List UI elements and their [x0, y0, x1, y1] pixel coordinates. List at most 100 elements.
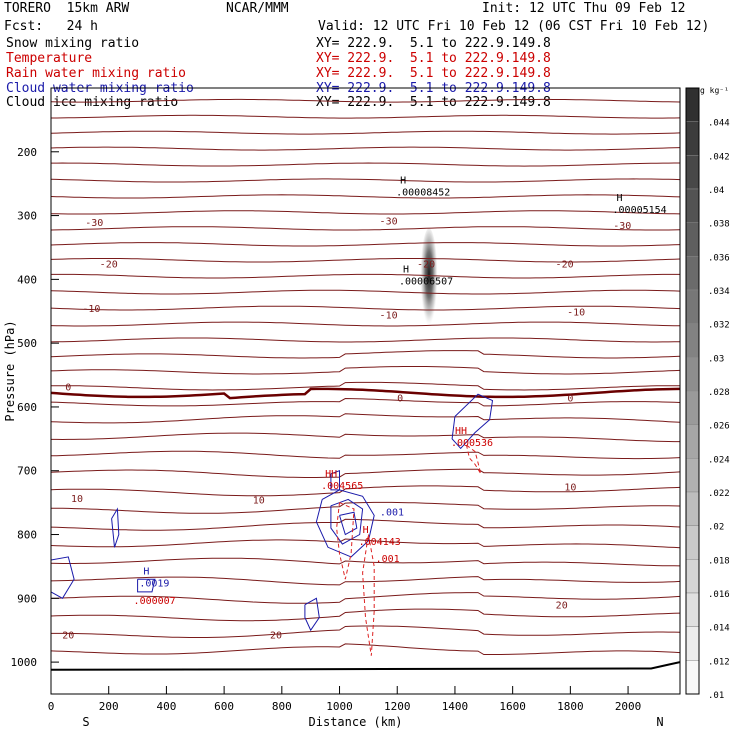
isotherm-line — [51, 450, 680, 460]
isotherm-label: 20 — [270, 631, 282, 642]
max-marker: H — [403, 265, 409, 276]
cloud-water-contour — [339, 511, 358, 536]
colorbar-frame — [685, 87, 700, 695]
model-title: TORERO 15km ARW — [4, 1, 130, 16]
isotherm-label: -10 — [567, 307, 585, 318]
x-axis-label: Distance (km) — [309, 715, 403, 729]
max-marker: H — [143, 566, 149, 577]
freezing-level-line — [51, 387, 680, 400]
x-tick-label: 400 — [156, 700, 176, 713]
colorbar-segment — [685, 222, 700, 257]
colorbar-tick-label: .028 — [708, 388, 730, 398]
colorbar-segment — [685, 491, 700, 526]
isotherm-line — [51, 350, 680, 359]
isotherm-line — [51, 242, 680, 247]
isotherm-line — [51, 273, 680, 279]
x-tick-label: 1000 — [326, 700, 353, 713]
isotherm-line — [51, 608, 680, 622]
isotherm-line — [51, 146, 680, 151]
colorbar-tick-label: .038 — [708, 220, 730, 230]
cloud-water-contour — [330, 469, 340, 491]
colorbar-segment — [685, 87, 700, 122]
colorbar-segment — [685, 626, 700, 661]
isotherm-label: 20 — [556, 601, 568, 612]
colorbar-segment — [685, 660, 700, 695]
forecast-hour: Fcst: 24 h — [4, 19, 98, 34]
isotherm-line — [51, 226, 680, 231]
isotherm-line — [51, 98, 680, 103]
cloud-water-contour — [451, 393, 494, 450]
colorbar-segment — [685, 559, 700, 594]
isotherm-line — [51, 130, 680, 135]
max-value-label: .004565 — [321, 481, 363, 492]
contour-label: .001 — [380, 507, 404, 518]
isotherm-line — [51, 468, 680, 478]
isotherm-line — [51, 258, 680, 263]
isotherm-line — [51, 557, 680, 567]
y-tick-label: 700 — [17, 465, 37, 478]
north-label: N — [656, 715, 663, 729]
isotherm-line — [51, 210, 680, 215]
isotherm-label: 10 — [253, 495, 265, 506]
isotherm-label: -30 — [380, 217, 398, 228]
cloud-water-contour — [330, 498, 364, 545]
x-tick-label: 200 — [99, 700, 119, 713]
colorbar-segment — [685, 256, 700, 291]
colorbar-tick-label: .012 — [708, 657, 730, 667]
colorbar-tick-label: .01 — [708, 691, 724, 701]
isotherm-line — [51, 366, 680, 375]
colorbar-tick-label: .018 — [708, 556, 730, 566]
colorbar-tick-label: .03 — [708, 354, 724, 364]
isotherm-line — [51, 501, 680, 514]
colorbar-segment — [685, 424, 700, 459]
colorbar-segment — [685, 592, 700, 627]
isotherm-label: 0 — [65, 383, 71, 394]
x-tick-label: 600 — [214, 700, 234, 713]
max-marker: HH — [455, 426, 467, 437]
cloud-water-contour — [304, 597, 320, 632]
valid-time: Valid: 12 UTC Fri 10 Feb 12 (06 CST Fri … — [318, 19, 710, 34]
rain-contour — [466, 444, 482, 475]
colorbar-segment — [685, 323, 700, 358]
isotherm-line — [51, 321, 680, 327]
cloud-water-contour — [137, 578, 156, 593]
colorbar-segment — [685, 357, 700, 392]
isotherm-line — [51, 381, 680, 391]
isotherm-label: -30 — [613, 221, 631, 232]
field-label-cloud-ice: Cloud ice mixing ratio — [6, 95, 179, 110]
x-tick-label: 0 — [48, 700, 55, 713]
max-marker: H — [617, 193, 623, 204]
y-tick-label: 1000 — [11, 656, 38, 669]
isotherm-line — [51, 194, 680, 199]
terrain-line — [51, 661, 680, 671]
isotherm-label: 10 — [564, 483, 576, 494]
isotherm-label: -20 — [100, 259, 118, 270]
x-tick-label: 1200 — [384, 700, 411, 713]
colorbar-tick-label: .032 — [708, 321, 730, 331]
x-tick-label: 1400 — [442, 700, 469, 713]
isotherm-label: -20 — [556, 259, 574, 270]
x-tick-label: 1800 — [557, 700, 584, 713]
colorbar-segment — [685, 121, 700, 156]
max-value-label: .004143 — [359, 537, 401, 548]
colorbar-segment — [685, 289, 700, 324]
isotherm-line — [51, 592, 680, 604]
isotherm-line — [51, 114, 680, 119]
field-xy-snow: XY= 222.9. 5.1 to 222.9.149.8 — [316, 36, 551, 51]
colorbar-tick-label: .034 — [708, 287, 730, 297]
y-tick-label: 300 — [17, 210, 37, 223]
colorbar-unit: g kg⁻¹ — [700, 86, 729, 95]
isotherm-line — [51, 643, 680, 655]
x-tick-label: 2000 — [615, 700, 642, 713]
max-marker: HH — [325, 469, 337, 480]
max-value-label: .000536 — [451, 438, 493, 449]
max-marker: H — [400, 175, 406, 186]
isotherm-label: -30 — [85, 218, 103, 229]
isotherm-label: -20 — [417, 259, 435, 270]
max-value-label: .000007 — [134, 596, 176, 607]
contour-label: .001 — [376, 554, 400, 565]
colorbar-tick-label: .02 — [708, 523, 724, 533]
south-label: S — [82, 715, 89, 729]
y-tick-label: 400 — [17, 273, 37, 286]
field-label-snow: Snow mixing ratio — [6, 36, 140, 51]
